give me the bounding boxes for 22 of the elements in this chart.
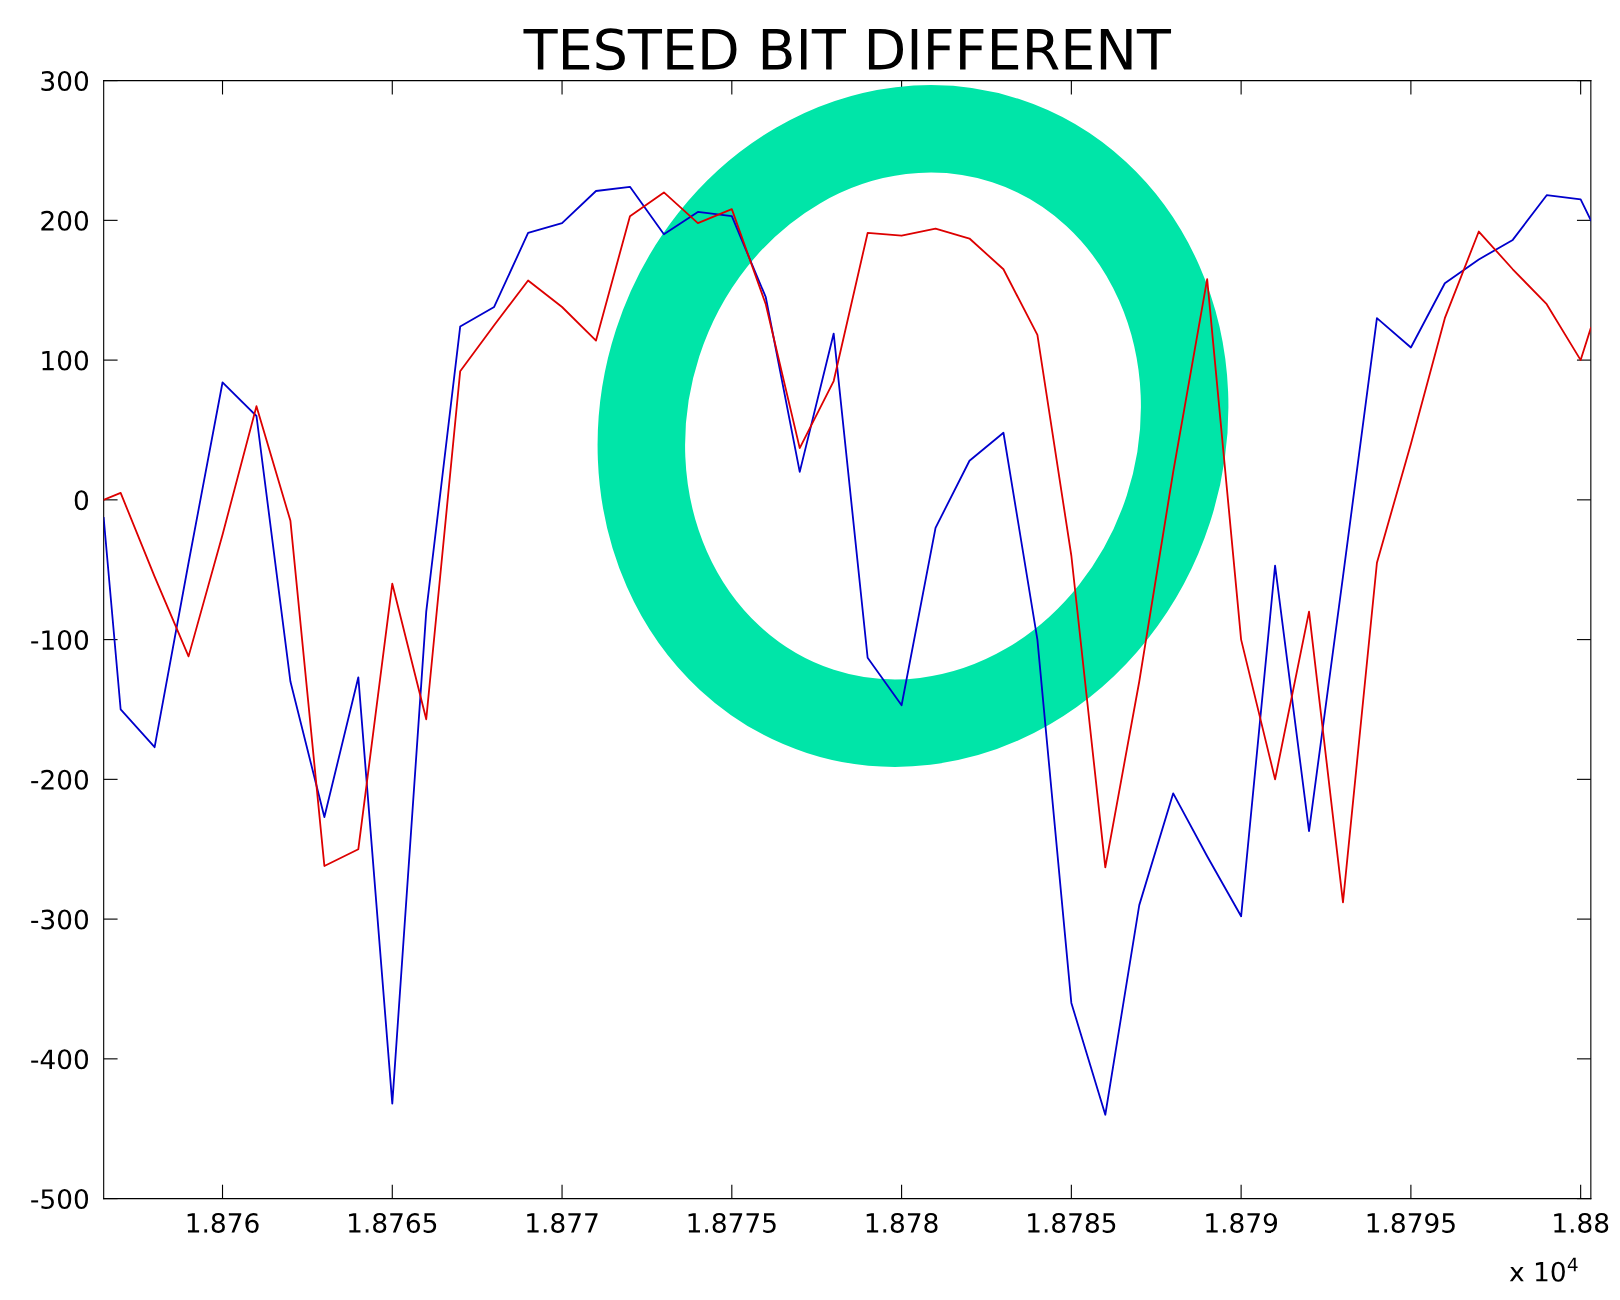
x-tick-label: 1.878 xyxy=(866,1212,938,1233)
x-tick-label: 1.8775 xyxy=(688,1212,776,1233)
y-tick-label: 200 xyxy=(41,210,89,231)
x-tick-label: 1.879 xyxy=(1206,1212,1278,1233)
x-tick-label: 1.8795 xyxy=(1367,1212,1455,1233)
line-series xyxy=(103,185,1591,1116)
x-tick-label: 1.88 xyxy=(1554,1212,1609,1233)
y-tick-label: 300 xyxy=(41,71,89,91)
line-series xyxy=(103,191,1591,904)
y-tick-label: 100 xyxy=(42,350,89,371)
y-tick-label: -500 xyxy=(31,1189,89,1209)
text: x 10$^{4}$ xyxy=(1509,1257,1578,1282)
x-tick-label: 1.877 xyxy=(527,1212,598,1233)
chart-title: TESTED BIT DIFFERENT xyxy=(523,28,1172,71)
y-tick-label: -400 xyxy=(31,1049,89,1070)
x-tick-label: 1.876 xyxy=(187,1212,259,1233)
x-tick-label: 1.8785 xyxy=(1028,1212,1116,1233)
y-tick-label: 0 xyxy=(74,490,89,511)
y-tick-label: -200 xyxy=(31,769,89,790)
y-tick-label: -100 xyxy=(31,630,89,650)
x-tick-label: 1.8765 xyxy=(349,1212,437,1233)
y-tick-label: -300 xyxy=(31,909,89,930)
